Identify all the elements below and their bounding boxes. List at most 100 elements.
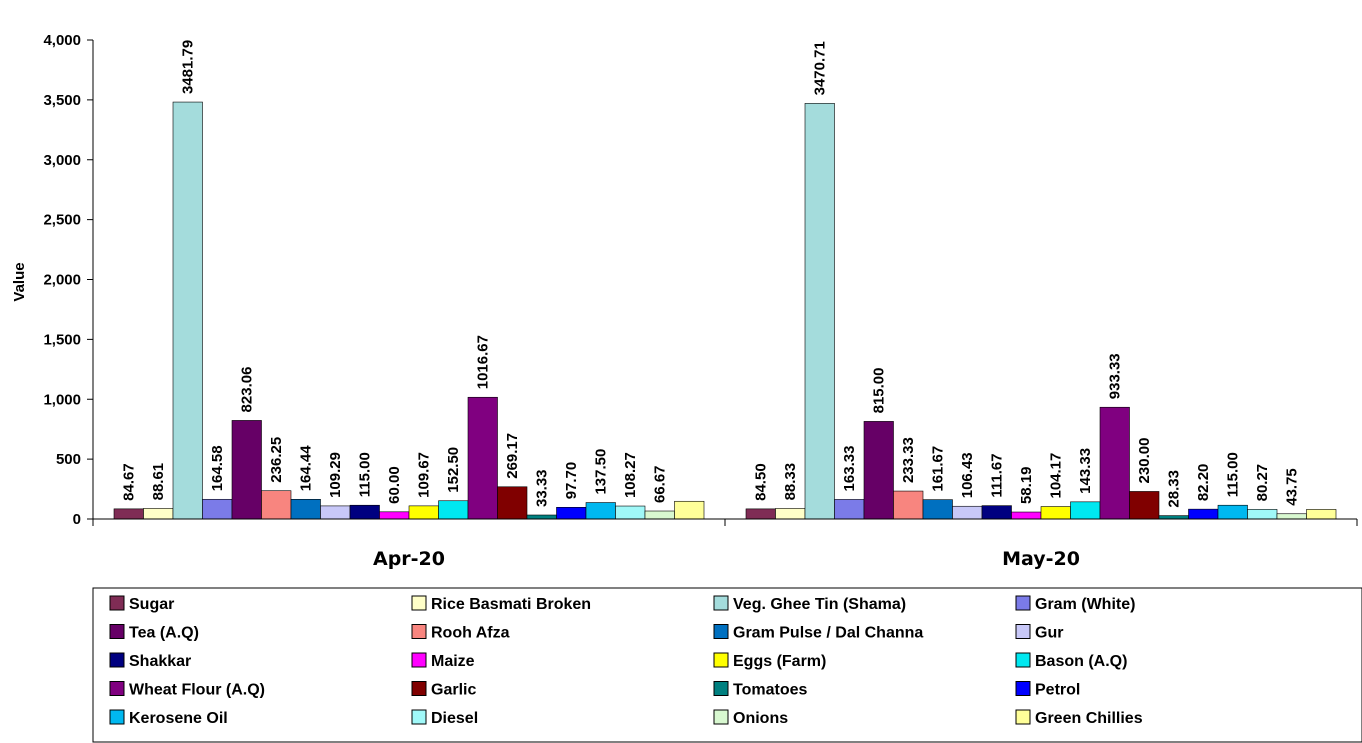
data-label: 108.27 — [622, 452, 639, 498]
bar — [261, 490, 292, 520]
bar — [922, 499, 953, 520]
legend-swatch — [1015, 652, 1031, 668]
bar — [834, 499, 865, 520]
legend-label: Shakkar — [129, 653, 191, 670]
data-label: 43.75 — [1284, 468, 1301, 506]
bar — [113, 508, 144, 520]
legend-swatch — [713, 709, 729, 725]
y-tick-label: 0 — [73, 511, 81, 528]
bar — [863, 421, 894, 520]
data-label: 1016.67 — [475, 335, 492, 389]
bar — [952, 505, 983, 520]
data-label: 111.67 — [989, 453, 1006, 497]
legend-label: Gram Pulse / Dal Channa — [733, 625, 923, 642]
bar — [893, 490, 924, 520]
legend-swatch — [411, 709, 427, 725]
data-label: 58.19 — [1018, 466, 1035, 504]
y-tick-label: 4,000 — [43, 32, 81, 49]
legend-label: Veg. Ghee Tin (Shama) — [733, 596, 906, 613]
legend-swatch — [713, 681, 729, 696]
legend-swatch — [1015, 595, 1031, 611]
bar — [231, 420, 262, 520]
data-label: 164.44 — [298, 445, 315, 492]
y-tick-label: 1,000 — [43, 391, 81, 408]
data-label: 66.67 — [652, 465, 669, 503]
data-label: 84.67 — [121, 463, 138, 501]
bar — [1011, 511, 1042, 520]
legend-label: Petrol — [1035, 682, 1080, 699]
data-label: 28.33 — [1166, 470, 1183, 508]
legend-label: Eggs (Farm) — [733, 653, 826, 670]
legend-label: Bason (A.Q) — [1035, 653, 1127, 670]
bar — [674, 500, 705, 520]
bar — [349, 504, 380, 520]
data-label: 106.43 — [959, 452, 976, 498]
data-label: 152.50 — [445, 447, 462, 493]
data-label: 161.67 — [930, 446, 947, 492]
bar — [1276, 513, 1307, 520]
y-tick-label: 1,500 — [43, 331, 81, 348]
legend-swatch — [1015, 624, 1031, 639]
data-labels: 84.67 88.61 3481.79 164.58 823.06 236.25 164.4… — [121, 40, 1301, 508]
legend-swatch — [109, 681, 125, 696]
legend-label: Diesel — [431, 710, 478, 727]
y-tick-label: 3,500 — [43, 92, 81, 109]
legend-swatch — [411, 652, 427, 668]
data-label: 3470.71 — [812, 41, 829, 95]
bar — [775, 508, 806, 520]
x-axis: Apr-20 May-20 — [92, 518, 1358, 570]
data-label: 933.33 — [1107, 353, 1124, 399]
legend-label: Green Chillies — [1035, 710, 1143, 727]
legend-label: Sugar — [129, 596, 174, 613]
legend-label: Onions — [733, 710, 788, 727]
legend-swatch — [109, 624, 125, 639]
bar — [1099, 406, 1130, 520]
bar — [172, 101, 203, 520]
bar — [615, 505, 646, 520]
legend-swatch — [411, 595, 427, 611]
data-label: 84.50 — [753, 463, 770, 501]
data-label: 80.27 — [1254, 464, 1271, 502]
legend-swatch — [109, 595, 125, 611]
bar — [1040, 506, 1071, 520]
data-label: 143.33 — [1077, 448, 1094, 494]
data-label: 236.25 — [268, 437, 285, 483]
legend-swatch — [713, 624, 729, 639]
data-label: 269.17 — [504, 433, 521, 479]
data-label: 164.58 — [209, 445, 226, 491]
data-label: 137.50 — [593, 449, 610, 495]
y-tick-label: 3,000 — [43, 152, 81, 169]
bar — [438, 500, 469, 520]
bar — [1247, 509, 1278, 520]
data-label: 60.00 — [386, 466, 403, 504]
data-label: 815.00 — [871, 368, 888, 414]
bar — [804, 103, 835, 520]
legend-label: Tomatoes — [733, 682, 807, 699]
legend-swatch — [1015, 709, 1031, 725]
bar — [143, 508, 174, 520]
data-label: 97.70 — [563, 462, 580, 500]
legend-label: Maize — [431, 653, 475, 670]
legend-label: Kerosene Oil — [129, 710, 228, 727]
legend-label: Tea (A.Q) — [129, 625, 199, 642]
legend-swatch — [411, 624, 427, 639]
y-tick-label: 2,500 — [43, 212, 81, 229]
data-label: 115.00 — [357, 452, 374, 497]
legend-label: Wheat Flour (A.Q) — [129, 682, 265, 699]
data-label: 3481.79 — [180, 40, 197, 94]
legend-label: Rice Basmati Broken — [431, 596, 591, 613]
bar — [1158, 515, 1189, 520]
data-label: 230.00 — [1136, 438, 1153, 484]
bar — [556, 507, 587, 520]
bar — [467, 396, 498, 520]
legend-label: Rooh Afza — [431, 625, 510, 642]
data-label: 88.33 — [782, 463, 799, 501]
bar — [526, 514, 557, 520]
bar — [1306, 509, 1337, 520]
y-tick-label: 2,000 — [43, 272, 81, 289]
legend-swatch — [1015, 681, 1031, 696]
data-label: 109.29 — [327, 452, 344, 498]
legend: Sugar Rice Basmati Broken Veg. Ghee Tin (S… — [92, 587, 1362, 743]
legend-swatch — [109, 652, 125, 668]
